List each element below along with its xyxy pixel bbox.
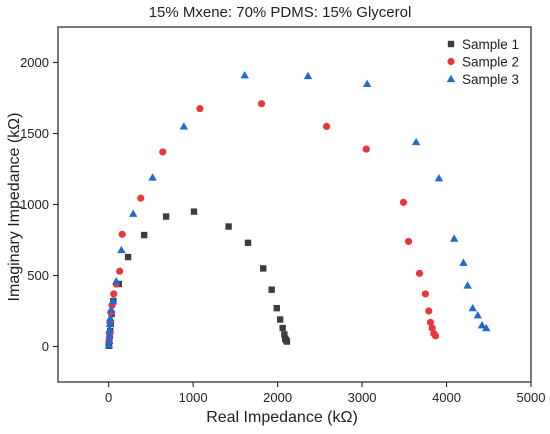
data-point-sample-1 — [273, 304, 280, 312]
plot-area — [57, 26, 532, 383]
data-point-sample-1 — [260, 265, 267, 272]
y-tick-label: 1000 — [20, 197, 49, 212]
data-point-sample-2 — [137, 194, 145, 202]
data-point-sample-2 — [428, 324, 436, 332]
data-point-sample-3 — [117, 245, 126, 254]
data-point-sample-1 — [276, 316, 284, 323]
data-point-sample-2 — [118, 230, 126, 238]
data-point-sample-2 — [257, 100, 266, 108]
chart-title: 15% Mxene: 70% PDMS: 15% Glycerol — [149, 4, 412, 21]
data-point-sample-3 — [468, 303, 477, 312]
y-axis-ticks: 0 500 1000 1500 2000 — [20, 55, 58, 354]
x-axis-label: Real Impedance (kΩ) — [206, 409, 358, 426]
data-point-sample-1 — [140, 231, 148, 239]
data-point-sample-1 — [124, 253, 132, 261]
data-point-sample-3 — [459, 258, 468, 266]
y-tick-label: 1500 — [20, 126, 49, 141]
data-point-sample-1 — [244, 239, 252, 247]
x-axis-ticks: 0 1000 2000 3000 4000 5000 — [105, 382, 545, 405]
data-point-sample-3 — [482, 323, 491, 332]
legend-label-sample-2: Sample 2 — [462, 55, 519, 70]
legend-label-sample-1: Sample 1 — [462, 37, 519, 52]
data-point-sample-3 — [105, 330, 114, 339]
data-point-sample-3 — [240, 71, 249, 79]
data-point-sample-3 — [104, 340, 114, 349]
data-point-sample-2 — [399, 198, 408, 206]
data-point-sample-3 — [449, 234, 459, 242]
data-point-sample-2 — [322, 122, 331, 130]
data-point-sample-2 — [421, 290, 430, 298]
x-tick-label: 0 — [105, 390, 112, 405]
data-point-sample-2 — [415, 269, 424, 277]
data-point-sample-3 — [106, 313, 115, 322]
data-point-sample-3 — [179, 122, 189, 130]
x-tick-label: 1000 — [179, 390, 208, 405]
data-point-sample-1 — [279, 324, 286, 332]
data-point-sample-3 — [411, 137, 421, 146]
data-point-sample-1 — [190, 208, 198, 215]
x-tick-label: 3000 — [348, 390, 377, 405]
data-point-sample-2 — [426, 318, 435, 326]
data-point-sample-2 — [431, 332, 440, 340]
legend-marker-sample-1 — [447, 40, 455, 48]
x-tick-label: 4000 — [432, 390, 461, 405]
legend-label-sample-3: Sample 3 — [462, 72, 519, 87]
plot-border — [57, 26, 532, 383]
x-tick-label: 2000 — [263, 390, 292, 405]
data-point-sample-3 — [477, 321, 487, 329]
y-tick-label: 500 — [27, 268, 49, 283]
data-point-sample-1 — [162, 213, 170, 220]
y-tick-label: 0 — [42, 339, 49, 354]
data-point-sample-2 — [362, 145, 370, 153]
data-point-sample-3 — [473, 311, 482, 319]
data-point-sample-3 — [303, 71, 313, 80]
data-point-sample-3 — [463, 281, 472, 289]
y-tick-label: 2000 — [20, 55, 49, 70]
data-point-sample-2 — [110, 290, 118, 298]
data-point-sample-3 — [108, 296, 118, 305]
data-point-sample-3 — [128, 209, 138, 217]
data-point-sample-2 — [425, 307, 433, 315]
data-point-sample-3 — [148, 173, 157, 181]
data-point-sample-3 — [105, 325, 114, 333]
data-point-sample-3 — [107, 305, 116, 313]
x-tick-label: 5000 — [517, 390, 546, 405]
legend: Sample 1 Sample 2 Sample 3 — [446, 37, 519, 87]
data-point-sample-2 — [159, 148, 167, 156]
data-point-sample-1 — [268, 286, 275, 293]
legend-marker-sample-3 — [446, 74, 456, 83]
data-point-sample-3 — [112, 276, 121, 285]
data-points — [104, 71, 491, 349]
data-point-sample-3 — [105, 336, 114, 344]
legend-marker-sample-2 — [447, 57, 455, 66]
data-point-sample-3 — [434, 174, 444, 182]
data-point-sample-1 — [225, 223, 232, 230]
data-point-sample-1 — [283, 338, 291, 345]
data-point-sample-3 — [362, 79, 372, 87]
data-point-sample-2 — [196, 105, 204, 113]
data-point-sample-3 — [105, 319, 115, 327]
y-axis-label: Imaginary Impedance (kΩ) — [6, 113, 23, 302]
data-point-sample-2 — [116, 267, 124, 275]
data-point-sample-1 — [281, 331, 288, 338]
data-point-sample-2 — [404, 237, 413, 246]
